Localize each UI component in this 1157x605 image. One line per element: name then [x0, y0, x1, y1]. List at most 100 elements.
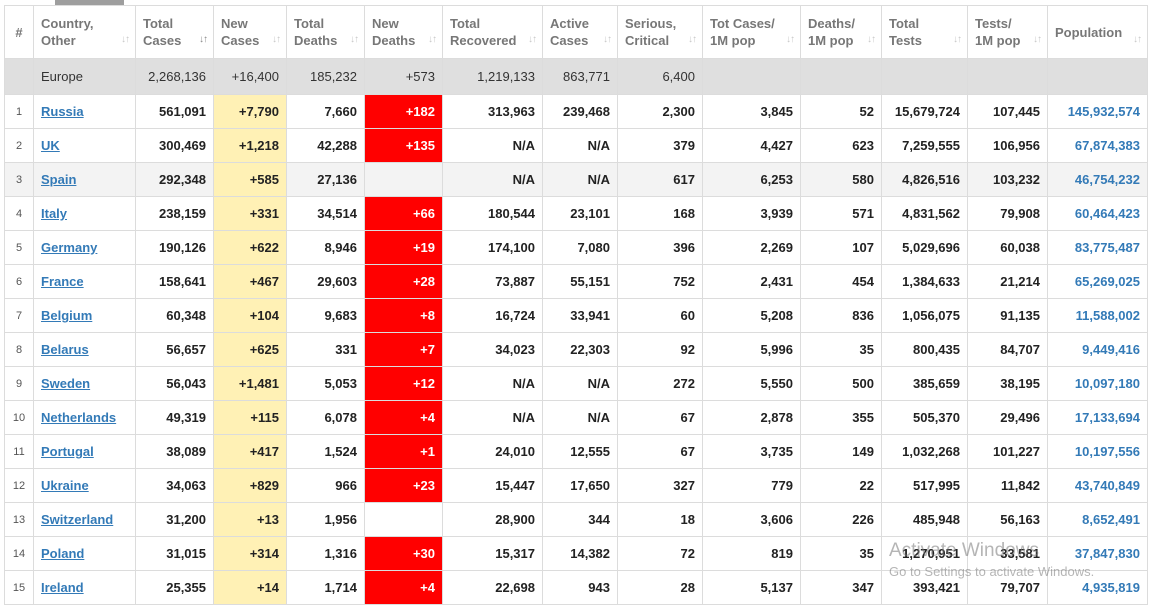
cell-total-recovered: 16,724 [442, 298, 543, 333]
cell-population: 17,133,694 [1047, 400, 1148, 435]
sort-arrows-icon[interactable]: ↓↑ [953, 34, 962, 45]
country-link[interactable]: Spain [41, 172, 77, 187]
column-header-total-tests[interactable]: Total Tests ↓↑ [881, 5, 968, 59]
column-header-idx: # [4, 5, 34, 59]
country-link[interactable]: Portugal [41, 444, 94, 459]
cell-new-cases: +314 [213, 536, 287, 571]
cell-tests-per-1m: 84,707 [967, 332, 1048, 367]
column-header-active-cases[interactable]: Active Cases ↓↑ [542, 5, 618, 59]
table-row: 11 Portugal 38,089 +417 1,524 +1 24,010 12,555 6… [4, 434, 1148, 469]
cell-total-deaths: 5,053 [286, 366, 365, 401]
sort-arrows-icon[interactable]: ↓↑ [1133, 34, 1142, 45]
column-header-tests-per-1m[interactable]: Tests/ 1M pop ↓↑ [967, 5, 1048, 59]
table-row: 6 France 158,641 +467 29,603 +28 73,887 55,151 7… [4, 264, 1148, 299]
sort-arrows-icon[interactable]: ↓↑ [867, 34, 876, 45]
cell-total-tests: 1,270,951 [881, 536, 968, 571]
country-link[interactable]: Poland [41, 546, 85, 561]
column-header-cases-per-1m[interactable]: Tot Cases/ 1M pop ↓↑ [702, 5, 801, 59]
column-header-total-recovered[interactable]: Total Recovered ↓↑ [442, 5, 543, 59]
cell-total-tests: 4,826,516 [881, 162, 968, 197]
cell-total-recovered: N/A [442, 162, 543, 197]
cell-new-cases: +104 [213, 298, 287, 333]
cell-total-cases: 60,348 [135, 298, 214, 333]
cell-total-tests: 5,029,696 [881, 230, 968, 265]
cell-total-tests: 485,948 [881, 502, 968, 537]
sort-arrows-icon[interactable]: ↓↑ [428, 34, 437, 45]
cell-total-deaths: 966 [286, 468, 365, 503]
cell-total-recovered: 15,317 [442, 536, 543, 571]
column-header-label: Deaths/ 1M pop [808, 16, 855, 48]
cell-cases-per-1m: 5,208 [702, 298, 801, 333]
cell-country: Ireland [33, 570, 136, 605]
cell-population: 11,588,002 [1047, 298, 1148, 333]
country-link[interactable]: Belarus [41, 342, 89, 357]
country-link[interactable]: Switzerland [41, 512, 114, 527]
country-link[interactable]: Russia [41, 104, 84, 119]
cell-active-cases: N/A [542, 366, 618, 401]
cell-total-cases: 34,063 [135, 468, 214, 503]
table-row: 10 Netherlands 49,319 +115 6,078 +4 N/A N/A 67 2,… [4, 400, 1148, 435]
cell-serious: 327 [617, 468, 703, 503]
column-header-new-cases[interactable]: New Cases ↓↑ [213, 5, 287, 59]
cell-country: France [33, 264, 136, 299]
cell-total-deaths: 1,956 [286, 502, 365, 537]
country-link[interactable]: Italy [41, 206, 68, 221]
sort-arrows-icon[interactable]: ↓↑ [272, 34, 281, 45]
column-header-serious[interactable]: Serious, Critical ↓↑ [617, 5, 703, 59]
cell-total-cases: 190,126 [135, 230, 214, 265]
cell-total-cases: 49,319 [135, 400, 214, 435]
column-header-country[interactable]: Country, Other ↓↑ [33, 5, 136, 59]
cell-active-cases: 55,151 [542, 264, 618, 299]
cell-population: 10,197,556 [1047, 434, 1148, 469]
cell-active-cases: 7,080 [542, 230, 618, 265]
cell-new-deaths: +8 [364, 298, 443, 333]
cell-active-cases: 17,650 [542, 468, 618, 503]
cell-new-cases: +7,790 [213, 94, 287, 129]
sort-arrows-icon[interactable]: ↓↑ [350, 34, 359, 45]
cell-country: Netherlands [33, 400, 136, 435]
sort-arrows-icon[interactable]: ↓↑ [688, 34, 697, 45]
sort-arrows-icon[interactable]: ↓↑ [603, 34, 612, 45]
country-link[interactable]: Ukraine [41, 478, 89, 493]
cell-tests-per-1m: 103,232 [967, 162, 1048, 197]
cell-tests-per-1m: 38,195 [967, 366, 1048, 401]
column-header-population[interactable]: Population ↓↑ [1047, 5, 1148, 59]
cell-total-tests: 15,679,724 [881, 94, 968, 129]
cell-total-deaths: 1,316 [286, 536, 365, 571]
country-link[interactable]: France [41, 274, 84, 289]
cell-active-cases: 943 [542, 570, 618, 605]
column-header-label: Total Tests [889, 16, 922, 48]
cell-total-deaths: 34,514 [286, 196, 365, 231]
cell-idx: 2 [4, 128, 34, 163]
column-header-deaths-per-1m[interactable]: Deaths/ 1M pop ↓↑ [800, 5, 882, 59]
cell-total-cases: 158,641 [135, 264, 214, 299]
cell-serious: 6,400 [617, 58, 703, 95]
cell-deaths-per-1m: 226 [800, 502, 882, 537]
column-header-label: Population [1055, 24, 1123, 40]
cell-total-cases: 25,355 [135, 570, 214, 605]
cell-active-cases: 863,771 [542, 58, 618, 95]
country-link[interactable]: Germany [41, 240, 98, 255]
sort-desc-icon[interactable]: ↓↑ [199, 34, 208, 45]
cell-new-deaths: +19 [364, 230, 443, 265]
country-link[interactable]: Sweden [41, 376, 91, 391]
country-link[interactable]: Netherlands [41, 410, 117, 425]
column-header-total-cases[interactable]: Total Cases ↓↑ [135, 5, 214, 59]
sort-arrows-icon[interactable]: ↓↑ [1033, 34, 1042, 45]
country-link[interactable]: Belgium [41, 308, 93, 323]
sort-arrows-icon[interactable]: ↓↑ [528, 34, 537, 45]
cell-total-recovered: 28,900 [442, 502, 543, 537]
column-header-label: New Cases [221, 16, 260, 48]
cell-total-cases: 31,200 [135, 502, 214, 537]
cell-total-tests: 1,032,268 [881, 434, 968, 469]
cell-new-deaths: +66 [364, 196, 443, 231]
cell-country: Portugal [33, 434, 136, 469]
column-header-total-deaths[interactable]: Total Deaths ↓↑ [286, 5, 365, 59]
column-header-label: New Deaths [372, 16, 416, 48]
cell-new-cases: +16,400 [213, 58, 287, 95]
country-link[interactable]: UK [41, 138, 60, 153]
country-link[interactable]: Ireland [41, 580, 84, 595]
column-header-new-deaths[interactable]: New Deaths ↓↑ [364, 5, 443, 59]
sort-arrows-icon[interactable]: ↓↑ [121, 34, 130, 45]
sort-arrows-icon[interactable]: ↓↑ [786, 34, 795, 45]
